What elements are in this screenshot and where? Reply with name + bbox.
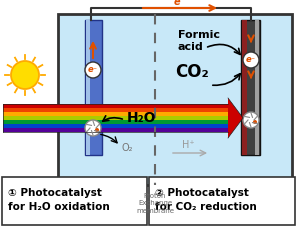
Bar [3, 120, 228, 124]
Bar [255, 20, 259, 155]
Bar [242, 20, 247, 155]
Circle shape [243, 52, 259, 68]
Bar [241, 20, 260, 155]
Text: for CO₂ reduction: for CO₂ reduction [155, 202, 257, 212]
Text: ② Photocatalyst: ② Photocatalyst [155, 188, 249, 198]
Text: for H₂O oxidation: for H₂O oxidation [8, 202, 110, 212]
FancyBboxPatch shape [2, 177, 147, 225]
Bar [3, 128, 228, 132]
Polygon shape [228, 98, 243, 138]
Text: e⁻: e⁻ [88, 65, 98, 74]
Circle shape [85, 62, 101, 78]
Bar [86, 20, 90, 155]
Circle shape [243, 112, 259, 128]
Circle shape [253, 120, 257, 124]
Circle shape [11, 61, 39, 89]
Text: H₂O: H₂O [127, 111, 157, 125]
Circle shape [85, 120, 101, 136]
Bar [3, 116, 228, 120]
Text: e⁻: e⁻ [174, 0, 186, 7]
Text: CO₂: CO₂ [175, 63, 209, 81]
Text: Proton
Exchange
membrane: Proton Exchange membrane [136, 193, 174, 214]
Text: Formic
acid: Formic acid [178, 30, 220, 52]
Bar [3, 112, 228, 116]
Text: O₂: O₂ [122, 143, 133, 153]
Text: ① Photocatalyst: ① Photocatalyst [8, 188, 102, 198]
Bar [85, 20, 102, 155]
FancyBboxPatch shape [149, 177, 295, 225]
Text: H⁺: H⁺ [182, 140, 194, 150]
Bar [58, 14, 292, 185]
Circle shape [95, 128, 99, 132]
Bar [3, 108, 228, 112]
Bar [3, 104, 228, 108]
Text: e⁻: e⁻ [246, 55, 256, 65]
Bar [3, 124, 228, 128]
